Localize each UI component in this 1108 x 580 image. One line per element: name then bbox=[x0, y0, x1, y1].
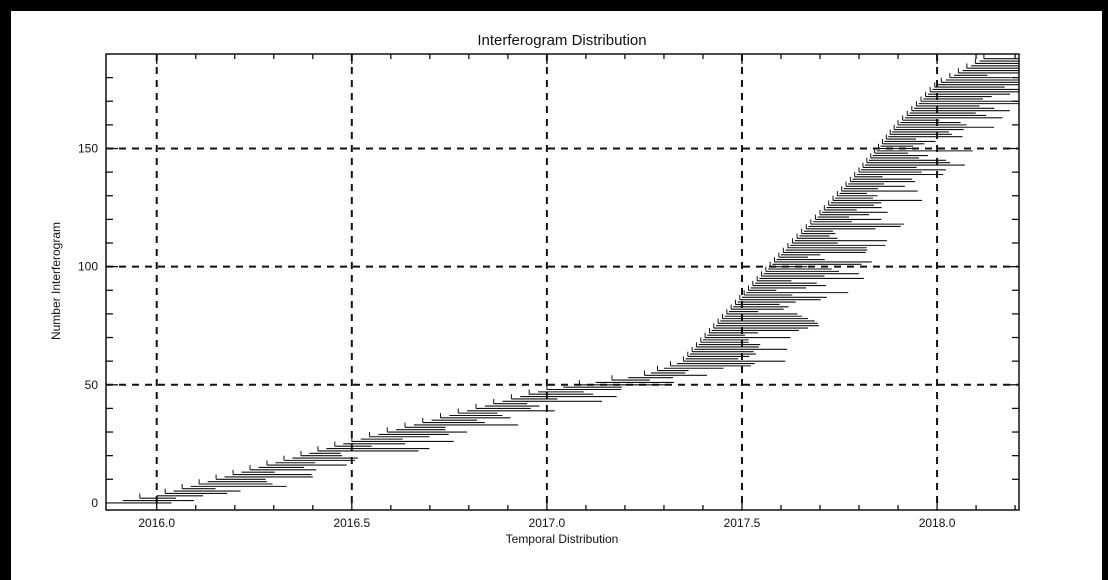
x-tick-label: 2018.0 bbox=[919, 516, 956, 530]
x-axis-label: Temporal Distribution bbox=[506, 532, 619, 546]
grid-lines bbox=[106, 54, 1019, 510]
tick-labels: 2016.0 2016.5 2017.0 2017.5 2018.0 0 50 100 150 bbox=[78, 142, 956, 530]
y-tick-label: 150 bbox=[78, 142, 98, 156]
x-tick-label: 2016.5 bbox=[333, 516, 370, 530]
y-axis-label: Number Interferogram bbox=[49, 222, 63, 340]
y-tick-label: 100 bbox=[78, 260, 98, 274]
x-tick-label: 2016.0 bbox=[138, 516, 175, 530]
y-tick-label: 0 bbox=[91, 496, 98, 510]
x-tick-label: 2017.5 bbox=[724, 516, 761, 530]
interferogram-segments bbox=[105, 54, 1019, 504]
y-tick-label: 50 bbox=[85, 378, 99, 392]
plot-border bbox=[105, 53, 1020, 511]
chart-title: Interferogram Distribution bbox=[477, 32, 646, 49]
x-tick-label: 2017.0 bbox=[529, 516, 566, 530]
axis-ticks bbox=[106, 54, 1019, 510]
